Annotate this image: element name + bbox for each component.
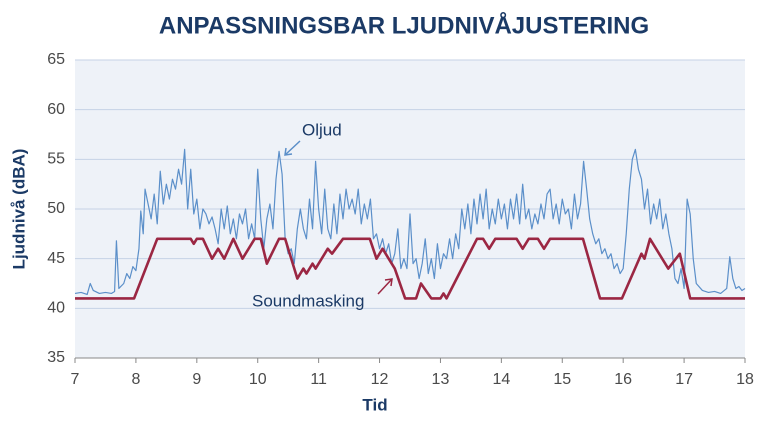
series-line <box>74 148 746 296</box>
y-tick-label: 40 <box>47 300 65 317</box>
x-tick-label: 18 <box>736 371 754 388</box>
y-tick-label: 65 <box>47 51 65 68</box>
x-tick-label: 15 <box>553 371 571 388</box>
x-tick-label: 12 <box>371 371 389 388</box>
x-axis-label: Tid <box>362 395 387 414</box>
y-tick-label: 35 <box>47 349 65 366</box>
x-tick-label: 11 <box>310 371 327 388</box>
y-tick-label: 60 <box>47 101 65 118</box>
annotation-arrow <box>377 278 393 295</box>
series-annotation: Oljud <box>302 120 342 139</box>
chart-title: ANPASSNINGSBAR LJUDNIVÅJUSTERING <box>159 11 649 39</box>
series-line <box>75 237 745 300</box>
x-tick-label: 16 <box>614 371 632 388</box>
x-tick-label: 17 <box>675 371 693 388</box>
y-tick-label: 45 <box>47 250 65 267</box>
x-tick-label: 7 <box>71 371 80 388</box>
x-tick-label: 9 <box>192 371 201 388</box>
x-tick-label: 10 <box>249 371 267 388</box>
x-tick-label: 14 <box>492 371 510 388</box>
annotation-arrowhead <box>284 147 293 156</box>
x-tick-label: 8 <box>131 371 140 388</box>
y-tick-label: 50 <box>47 200 65 217</box>
grid <box>74 59 746 363</box>
annotation-arrow <box>284 140 301 156</box>
lines <box>74 148 746 300</box>
annotation-arrowhead <box>384 278 393 287</box>
y-tick-label: 55 <box>47 151 65 168</box>
series-annotation: Soundmasking <box>252 291 364 310</box>
x-tick-label: 13 <box>432 371 450 388</box>
y-axis-label: Ljudnivå (dBA) <box>9 149 28 270</box>
